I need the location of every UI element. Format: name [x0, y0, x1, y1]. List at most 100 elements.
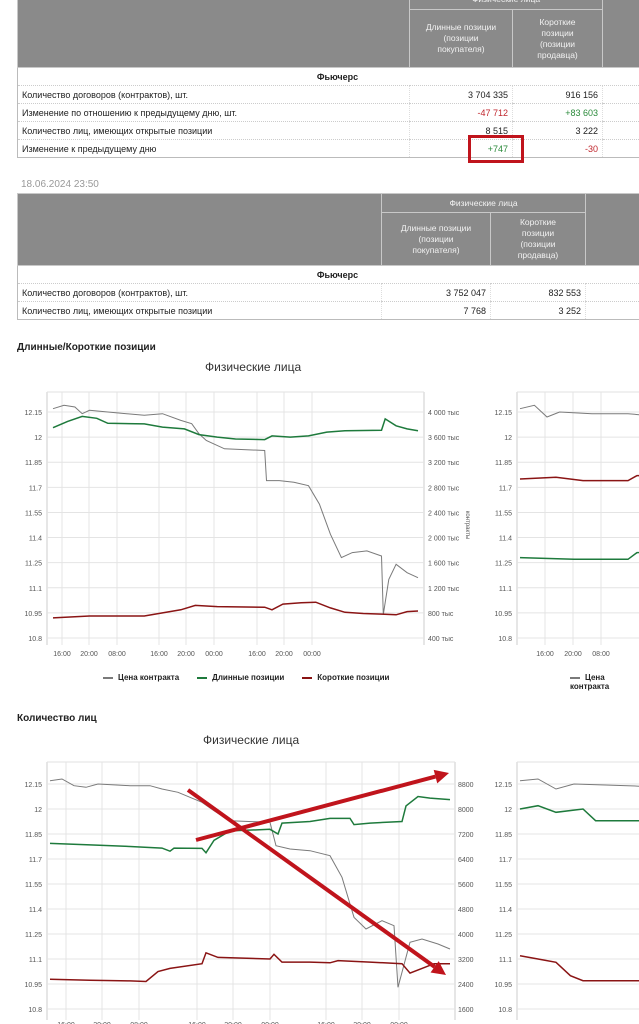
left-tick-label: 11.7: [499, 857, 512, 864]
x-tick-label: 08:00: [108, 651, 126, 658]
left-tick-label: 12.15: [494, 410, 512, 417]
col-short: Короткие позиции (позиции продавца): [512, 9, 603, 68]
trend-arrow-up: [195, 774, 436, 842]
right-tick-label: 8800: [458, 782, 474, 789]
col-long: Длинные позиции (позиции покупателя): [409, 9, 513, 68]
col-long: Длинные позиции (позиции покупателя): [381, 212, 491, 266]
row-label: Изменение по отношению к предыдущему дню…: [17, 103, 410, 122]
right-tick-label: 1 200 тыс: [428, 586, 460, 593]
left-tick-label: 11.85: [495, 832, 512, 839]
x-tick-label: 20:00: [177, 651, 195, 658]
left-tick-label: 10.8: [498, 636, 512, 643]
right-tick-label: 4000: [458, 932, 474, 939]
left-tick-label: 11.85: [25, 832, 42, 839]
value-short: 916 156: [512, 85, 603, 104]
x-tick-label: 16:00: [536, 651, 554, 658]
left-tick-label: 11.25: [495, 561, 512, 568]
series-line-price: [49, 778, 451, 988]
table-row: Количество договоров (контрактов), шт. 3 …: [17, 85, 639, 104]
value-long: 3 704 335: [409, 85, 513, 104]
right-tick-label: 4800: [458, 907, 474, 914]
right-tick-label: 3 200 тыс: [428, 460, 460, 467]
chart-legend-2: Цена контракта: [570, 673, 639, 691]
positions-table-previous: Физические лица Длинные позиции (позиции…: [17, 193, 639, 320]
right-tick-label: 6400: [458, 857, 474, 864]
left-tick-label: 10.8: [498, 1007, 512, 1014]
left-tick-label: 11.55: [495, 882, 512, 889]
value-short: 3 252: [490, 301, 586, 320]
right-tick-label: 1600: [458, 1007, 474, 1014]
x-tick-label: 16:00: [57, 1022, 75, 1024]
table-row: Количество лиц, имеющих открытые позиции…: [17, 301, 639, 320]
x-tick-label: 00:00: [390, 1022, 408, 1024]
chart-title: Физические лица: [203, 733, 300, 747]
x-tick-label: 16:00: [150, 651, 168, 658]
series-line-long: [519, 804, 639, 822]
left-tick-label: 12.15: [24, 782, 42, 789]
left-tick-label: 11.7: [499, 485, 512, 492]
value-long: -47 712: [409, 103, 513, 122]
left-tick-label: 12.15: [24, 410, 42, 417]
right-tick-label: 400 тыс: [428, 636, 454, 643]
series-line-short: [519, 954, 639, 982]
left-tick-label: 11.55: [25, 510, 42, 517]
right-tick-label: 2 800 тыс: [428, 485, 460, 492]
left-tick-label: 11.85: [25, 460, 42, 467]
right-tick-label: 8000: [458, 807, 474, 814]
left-tick-label: 11.85: [495, 460, 512, 467]
value-long: +747: [409, 139, 513, 158]
left-tick-label: 11.4: [499, 907, 512, 914]
table-row: Изменение к предыдущему дню +747 -30: [17, 139, 639, 158]
x-tick-label: 20:00: [80, 651, 98, 658]
col-short: Короткие позиции (позиции продавца): [490, 212, 586, 266]
row-label: Количество договоров (контрактов), шт.: [17, 85, 410, 104]
x-tick-label: 20:00: [224, 1022, 242, 1024]
right-tick-label: 7200: [458, 832, 474, 839]
left-tick-label: 11.1: [29, 586, 42, 593]
right-tick-label: 4 000 тыс: [428, 410, 460, 417]
x-tick-label: 16:00: [53, 651, 71, 658]
highlight-box: [468, 135, 524, 163]
left-tick-label: 12: [34, 435, 42, 442]
left-tick-label: 10.8: [28, 636, 42, 643]
x-tick-label: 00:00: [205, 651, 223, 658]
left-tick-label: 10.95: [24, 982, 42, 989]
series-line-price: [519, 404, 639, 418]
series-line-short: [52, 601, 419, 619]
series-line-long: [49, 795, 451, 855]
right-tick-label: 2 000 тыс: [428, 536, 460, 543]
left-tick-label: 12: [504, 435, 512, 442]
section-title-long-short: Длинные/Короткие позиции: [17, 342, 156, 353]
row-label: Количество договоров (контрактов), шт.: [17, 283, 382, 302]
section-futures: Фьючерс: [17, 67, 639, 86]
legend-item-price[interactable]: Цена контракта: [103, 673, 179, 682]
left-tick-label: 11.25: [25, 561, 42, 568]
left-tick-label: 11.55: [25, 882, 42, 889]
left-tick-label: 11.25: [25, 932, 42, 939]
header-next: [602, 0, 639, 68]
row-label: Изменение к предыдущему дню: [17, 139, 410, 158]
value-short: 3 222: [512, 121, 603, 140]
legend-item-long[interactable]: Длинные позиции: [197, 673, 284, 682]
left-tick-label: 11.55: [495, 510, 512, 517]
x-tick-label: 20:00: [564, 651, 582, 658]
left-tick-label: 10.95: [24, 611, 42, 618]
trend-arrow-down: [186, 788, 436, 969]
row-label: Количество лиц, имеющих открытые позиции: [17, 121, 410, 140]
legend-item-short[interactable]: Короткие позиции: [302, 673, 389, 682]
left-tick-label: 10.95: [494, 982, 512, 989]
left-tick-label: 10.8: [28, 1007, 42, 1014]
value-short: -30: [512, 139, 603, 158]
x-tick-label: 08:00: [130, 1022, 148, 1024]
left-tick-label: 11.1: [499, 957, 512, 964]
legend-item-price[interactable]: Цена контракта: [570, 673, 610, 691]
table-row: Изменение по отношению к предыдущему дню…: [17, 103, 639, 122]
x-tick-label: 20:00: [275, 651, 293, 658]
left-tick-label: 11.25: [495, 932, 512, 939]
left-tick-label: 12: [34, 807, 42, 814]
series-line-price: [519, 778, 639, 790]
right-tick-label: 3200: [458, 957, 474, 964]
trend-arrow-up-head: [433, 769, 449, 784]
right-tick-label: 2 400 тыс: [428, 510, 460, 517]
